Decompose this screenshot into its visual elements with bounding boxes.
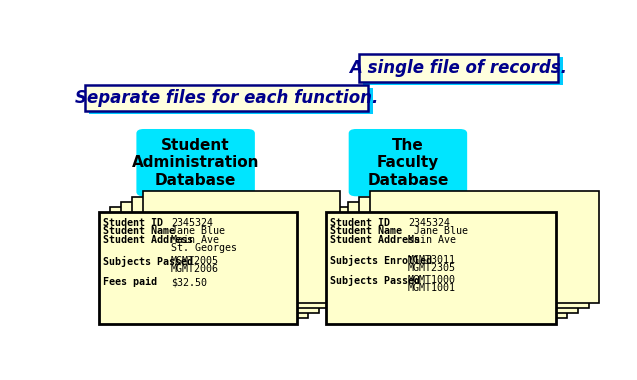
FancyBboxPatch shape [132,196,329,308]
Text: Separate files for each function.: Separate files for each function. [75,89,378,107]
Text: Main Ave: Main Ave [408,235,456,245]
Text: Main Ave: Main Ave [171,235,219,245]
FancyBboxPatch shape [364,57,564,85]
FancyBboxPatch shape [327,212,556,324]
FancyBboxPatch shape [348,202,578,313]
Text: Student Address: Student Address [103,235,193,245]
Text: MGMT1000: MGMT1000 [408,275,456,285]
FancyBboxPatch shape [370,191,599,302]
Text: MGMT1001: MGMT1001 [408,283,456,293]
Text: 2345324: 2345324 [171,218,213,228]
Text: Student
Administration
Database: Student Administration Database [132,138,259,188]
FancyBboxPatch shape [99,212,297,324]
FancyBboxPatch shape [85,85,368,111]
FancyBboxPatch shape [136,129,255,196]
FancyBboxPatch shape [121,202,318,313]
Text: Jane Blue: Jane Blue [171,226,225,236]
Text: Student Name: Student Name [103,226,175,236]
FancyBboxPatch shape [338,207,567,318]
FancyBboxPatch shape [89,88,373,114]
Text: MGMT2006: MGMT2006 [171,264,219,274]
Text: Fees paid: Fees paid [103,277,157,287]
Text: Subjects Passed: Subjects Passed [330,275,420,286]
Text: Student Address: Student Address [330,235,420,245]
Text: Subjects Passed: Subjects Passed [103,256,193,267]
FancyBboxPatch shape [359,54,559,82]
FancyBboxPatch shape [110,207,308,318]
FancyBboxPatch shape [143,191,340,302]
Text: Student ID: Student ID [103,218,163,228]
Text: MGMT2005: MGMT2005 [171,256,219,266]
FancyBboxPatch shape [359,196,589,308]
FancyBboxPatch shape [348,129,467,196]
Text: 2345324: 2345324 [408,218,450,228]
Text: St. Georges: St. Georges [171,243,237,253]
Text: Subjects Enrolled: Subjects Enrolled [330,255,432,266]
Text: MGMT2305: MGMT2305 [408,263,456,273]
Text: The
Faculty
Database: The Faculty Database [368,138,448,188]
Text: $32.50: $32.50 [171,277,207,287]
Text: Student ID: Student ID [330,218,390,228]
Text: Jane Blue: Jane Blue [408,226,468,236]
Text: MGMT3011: MGMT3011 [408,255,456,265]
Text: Student Name: Student Name [330,226,402,236]
Text: A single file of records.: A single file of records. [350,59,568,77]
